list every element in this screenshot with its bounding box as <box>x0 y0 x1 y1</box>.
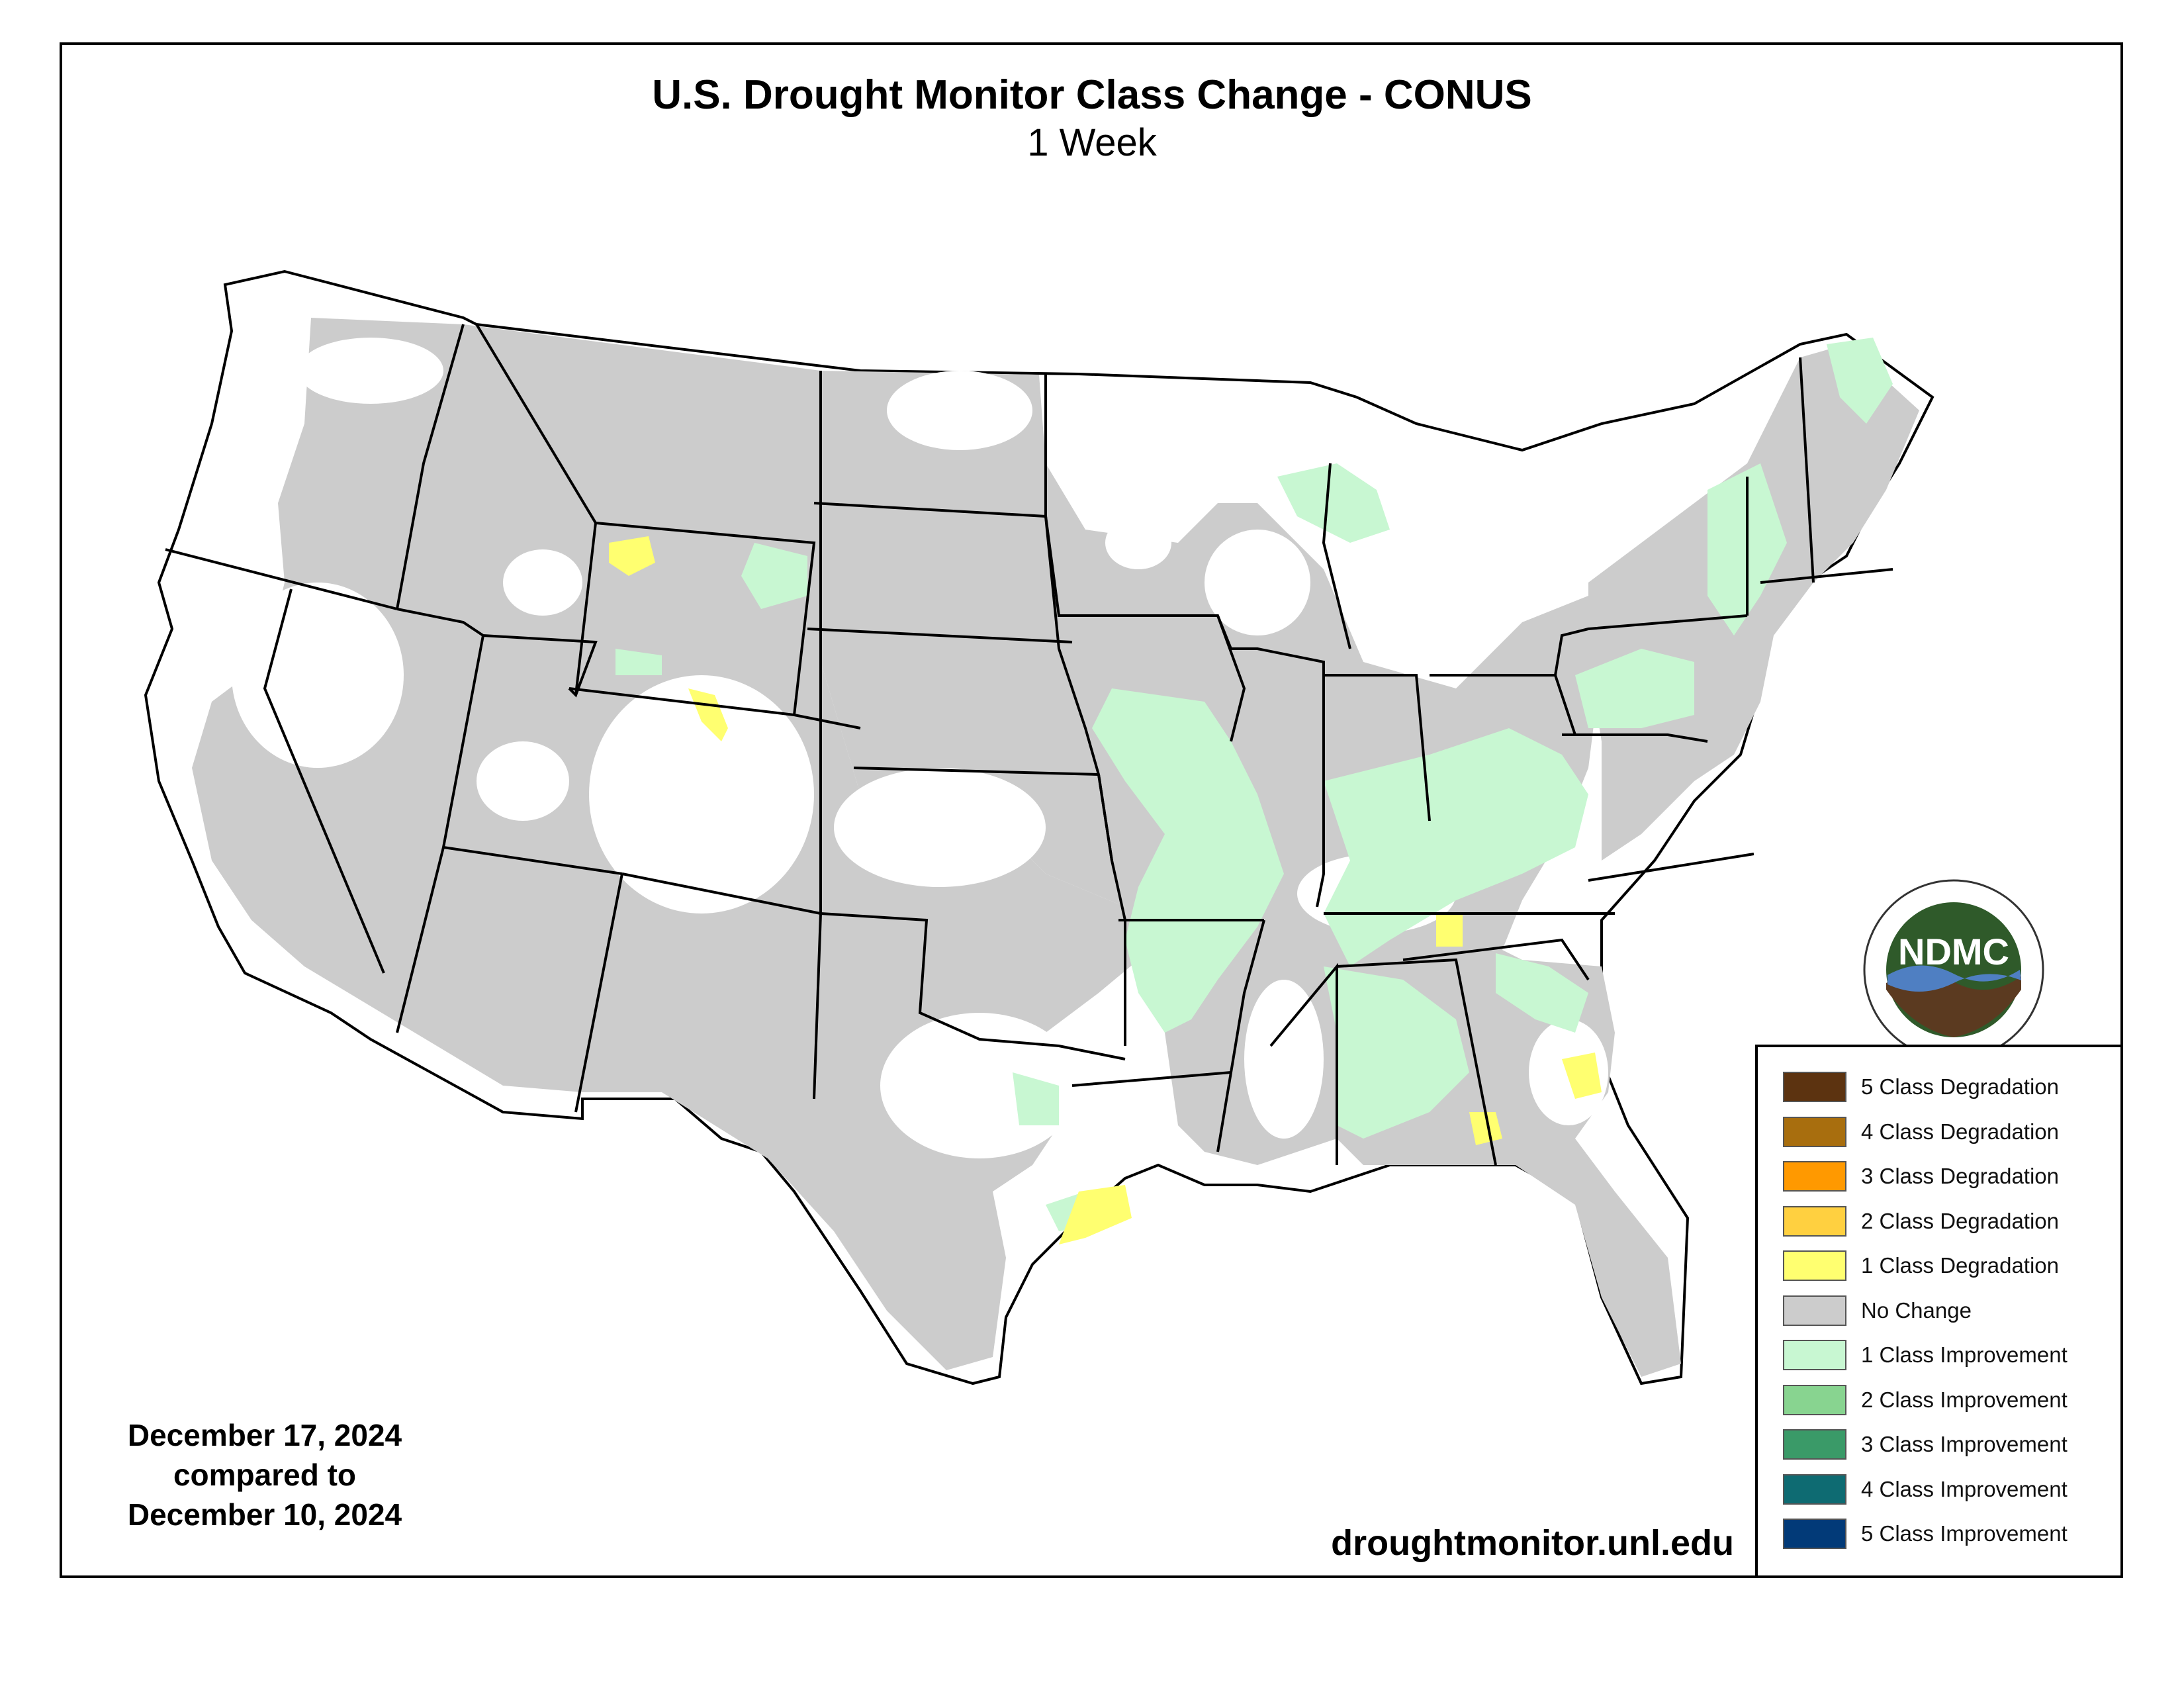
no-drought-areas <box>232 338 1608 1158</box>
legend-label: 1 Class Degradation <box>1861 1253 2059 1278</box>
legend-item: 4 Class Degradation <box>1783 1115 2059 1149</box>
map-subtitle: 1 Week <box>1027 121 1157 164</box>
legend-label: 5 Class Improvement <box>1861 1521 2068 1546</box>
legend-item: 5 Class Degradation <box>1783 1070 2059 1104</box>
legend-item: 3 Class Improvement <box>1783 1427 2068 1462</box>
legend-swatch <box>1783 1116 1846 1147</box>
previous-date: December 10, 2024 <box>127 1497 402 1532</box>
legend-swatch <box>1783 1340 1846 1370</box>
legend-label: 5 Class Degradation <box>1861 1074 2059 1099</box>
legend-label: 3 Class Degradation <box>1861 1164 2059 1188</box>
state-boundaries <box>165 323 1893 1166</box>
legend-item: 2 Class Improvement <box>1783 1383 2068 1417</box>
legend-item: 2 Class Degradation <box>1783 1204 2059 1239</box>
legend-label: 4 Class Degradation <box>1861 1119 2059 1144</box>
current-date: December 17, 2024 <box>127 1418 402 1452</box>
date-comparison: December 17, 2024 compared to December 1… <box>106 1415 424 1534</box>
ndmc-logo: NDMC <box>1861 877 2046 1062</box>
legend-swatch <box>1783 1072 1846 1102</box>
legend-label: 4 Class Improvement <box>1861 1476 2068 1501</box>
logo-ndmc-text: NDMC <box>1898 931 2009 972</box>
legend: 5 Class Degradation 4 Class Degradation 3 … <box>1755 1045 2123 1578</box>
legend-item: 5 Class Improvement <box>1783 1517 2068 1551</box>
legend-item: 1 Class Improvement <box>1783 1338 2068 1372</box>
legend-swatch <box>1783 1205 1846 1237</box>
legend-swatch <box>1783 1429 1846 1460</box>
legend-label: 2 Class Improvement <box>1861 1387 2068 1412</box>
source-url[interactable]: droughtmonitor.unl.edu <box>1331 1523 1734 1563</box>
map-title: U.S. Drought Monitor Class Change - CONU… <box>652 72 1532 118</box>
legend-label: 1 Class Improvement <box>1861 1342 2068 1367</box>
legend-swatch <box>1783 1384 1846 1415</box>
legend-item: No Change <box>1783 1293 1972 1328</box>
legend-item: 1 Class Degradation <box>1783 1248 2059 1283</box>
legend-item: 3 Class Degradation <box>1783 1159 2059 1194</box>
legend-swatch <box>1783 1519 1846 1549</box>
degradation-areas <box>609 536 1602 1244</box>
legend-swatch <box>1783 1295 1846 1326</box>
legend-swatch <box>1783 1161 1846 1192</box>
legend-label: No Change <box>1861 1297 1972 1323</box>
legend-label: 2 Class Degradation <box>1861 1208 2059 1233</box>
legend-label: 3 Class Improvement <box>1861 1432 2068 1456</box>
legend-swatch <box>1783 1474 1846 1505</box>
compared-to-text: compared to <box>173 1458 357 1492</box>
legend-swatch <box>1783 1250 1846 1281</box>
legend-item: 4 Class Improvement <box>1783 1472 2068 1507</box>
